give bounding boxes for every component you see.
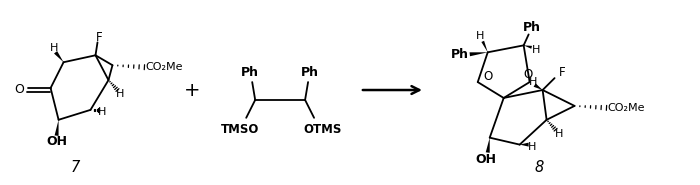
Text: H: H xyxy=(528,142,536,152)
Text: H: H xyxy=(531,45,540,55)
Text: OH: OH xyxy=(46,135,67,148)
Polygon shape xyxy=(519,143,528,147)
Text: Ph: Ph xyxy=(301,66,319,79)
Polygon shape xyxy=(486,138,490,153)
Text: Ph: Ph xyxy=(523,21,540,34)
Text: OH: OH xyxy=(475,153,496,166)
Text: H: H xyxy=(50,43,58,53)
Text: H: H xyxy=(98,107,106,117)
Text: H: H xyxy=(475,31,484,41)
Text: O: O xyxy=(523,68,532,81)
Text: CO₂Me: CO₂Me xyxy=(608,103,645,113)
Polygon shape xyxy=(524,45,532,49)
Text: 8: 8 xyxy=(535,160,544,175)
Polygon shape xyxy=(533,83,542,90)
Polygon shape xyxy=(55,120,59,136)
Polygon shape xyxy=(482,41,488,52)
Text: TMSO: TMSO xyxy=(221,123,260,136)
Polygon shape xyxy=(470,52,488,56)
Text: Ph: Ph xyxy=(241,66,259,79)
Text: 7: 7 xyxy=(71,160,80,175)
Text: H: H xyxy=(528,77,537,87)
Text: O: O xyxy=(483,70,492,83)
Text: CO₂Me: CO₂Me xyxy=(146,62,183,72)
Text: Ph: Ph xyxy=(451,48,469,61)
Text: F: F xyxy=(96,31,103,44)
Text: +: + xyxy=(184,80,201,100)
Text: H: H xyxy=(554,129,563,139)
Polygon shape xyxy=(54,51,64,62)
Text: O: O xyxy=(15,83,24,95)
Text: OTMS: OTMS xyxy=(304,123,342,136)
Text: F: F xyxy=(559,66,566,79)
Text: H: H xyxy=(116,89,125,99)
